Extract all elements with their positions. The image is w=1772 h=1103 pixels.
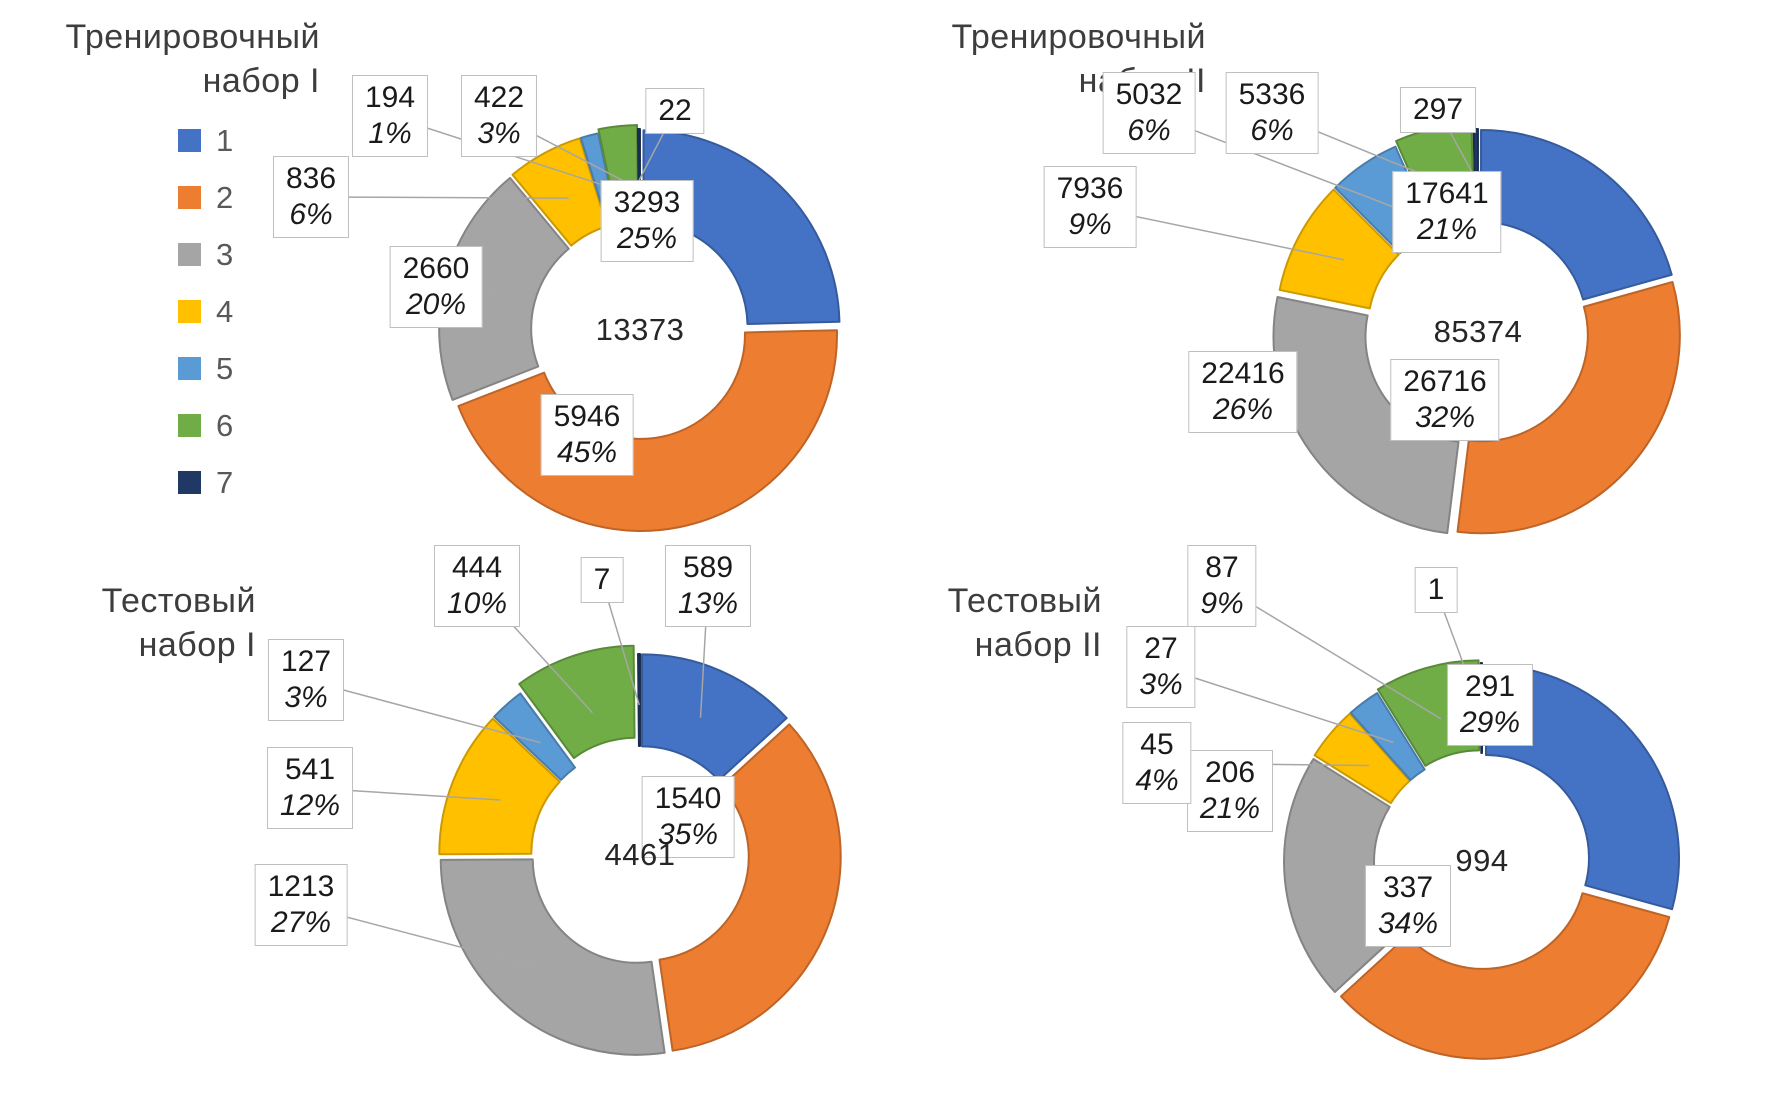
legend-label: 4 <box>216 293 234 329</box>
donut-slice-cat3 <box>439 858 666 1056</box>
donut-slice-cat5 <box>493 692 576 781</box>
legend-item-2: 2 <box>178 169 233 226</box>
chart-title-line: Тестовый <box>947 582 1102 620</box>
chart-title-line: Тестовый <box>101 582 256 620</box>
donut-slice-cat1 <box>1480 129 1673 301</box>
chart-title-line: набор II <box>1078 61 1206 100</box>
donut-slice-cat5 <box>1349 692 1426 782</box>
label-leader-line <box>1160 666 1394 744</box>
donut-slice-cat3 <box>438 176 570 401</box>
chart-title-line: набор I <box>138 625 256 664</box>
donut-slice-cat4 <box>1278 188 1400 310</box>
legend-swatch-icon <box>178 414 201 437</box>
chart-title-line: набор II <box>974 625 1102 664</box>
chart-title-test-set-2: Тестовый набор II <box>884 580 1102 667</box>
legend-item-1: 1 <box>178 112 233 169</box>
legend-item-7: 7 <box>178 454 233 511</box>
legend-item-5: 5 <box>178 340 233 397</box>
legend: 1 2 3 4 5 6 7 <box>178 112 233 511</box>
donut-slice-cat7 <box>1479 661 1483 754</box>
donut-slice-cat1 <box>1484 663 1680 911</box>
legend-label: 1 <box>216 122 234 158</box>
legend-label: 2 <box>216 179 234 215</box>
legend-swatch-icon <box>178 129 201 152</box>
donut-slice-cat4 <box>438 717 561 856</box>
label-leader-line <box>1148 112 1393 208</box>
donut-slice-cat2 <box>658 723 842 1052</box>
donut-slice-cat2 <box>457 329 838 532</box>
donut-slice-cat7 <box>636 127 641 223</box>
donut-slice-cat3 <box>1272 295 1460 535</box>
legend-item-6: 6 <box>178 397 233 454</box>
chart-title-training-set-1: Тренировочный набор I <box>14 16 320 103</box>
legend-item-3: 3 <box>178 226 233 283</box>
legend-label: 3 <box>216 236 234 272</box>
donut-slice-cat2 <box>1456 280 1681 535</box>
chart-title-test-set-1: Тестовый набор I <box>40 580 256 667</box>
chart-title-line: набор I <box>202 61 320 100</box>
label-leader-line <box>1221 585 1442 720</box>
legend-label: 7 <box>216 464 234 500</box>
legend-item-4: 4 <box>178 283 233 340</box>
label-leader-line <box>310 196 569 199</box>
legend-swatch-icon <box>178 186 201 209</box>
donut-slice-cat4 <box>1313 712 1411 805</box>
chart-title-line: Тренировочный <box>951 18 1206 56</box>
legend-swatch-icon <box>178 300 201 323</box>
donut-slice-cat1 <box>641 653 788 782</box>
chart-title-training-set-2: Тренировочный набор II <box>888 16 1206 103</box>
legend-swatch-icon <box>178 243 201 266</box>
legend-swatch-icon <box>178 471 201 494</box>
donut-slice-cat1 <box>642 129 841 325</box>
donut-slice-cat7 <box>637 653 641 748</box>
donut-slice-cat2 <box>1340 892 1671 1060</box>
label-leader-line <box>305 679 541 744</box>
legend-label: 5 <box>216 350 234 386</box>
legend-swatch-icon <box>178 357 201 380</box>
chart-title-line: Тренировочный <box>65 18 320 56</box>
legend-label: 6 <box>216 407 234 443</box>
